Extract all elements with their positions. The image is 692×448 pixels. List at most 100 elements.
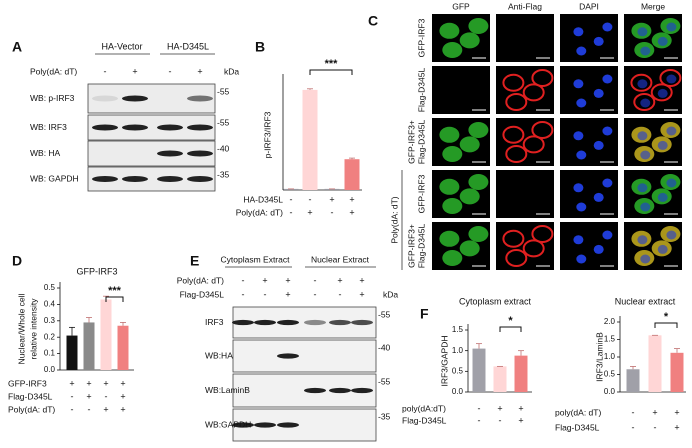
- group-label: HA-D345L: [167, 41, 209, 51]
- condition-label: GFP-IRF3: [8, 378, 47, 388]
- cell-gfp: [439, 22, 460, 39]
- y-tick-label: 0.0: [452, 387, 464, 396]
- condition-sign: +: [349, 194, 354, 204]
- nucleus: [666, 230, 677, 240]
- bar: [472, 348, 486, 392]
- blot-row-label: WB:GAPDH: [205, 419, 251, 429]
- nucleus: [602, 74, 613, 84]
- group-label: HA-Vector: [101, 41, 142, 51]
- y-axis-label: p-IRF3/IRF3: [262, 111, 272, 158]
- blot-band: [254, 422, 276, 428]
- condition-sign: -: [290, 194, 293, 204]
- nucleus: [573, 183, 584, 193]
- cell-flag: [505, 145, 528, 163]
- y-tick-label: 0.4: [44, 300, 56, 309]
- nucleus: [602, 126, 613, 136]
- blot-row-label: WB: p-IRF3: [30, 93, 75, 103]
- bar: [302, 89, 318, 190]
- kda-marker: -55: [217, 86, 230, 96]
- nucleus: [576, 98, 587, 108]
- row-label: Flag-D345L: [416, 224, 426, 269]
- nucleus: [666, 74, 677, 84]
- bar: [117, 325, 129, 370]
- nucleus: [666, 22, 677, 32]
- cell-gfp: [468, 226, 489, 242]
- blot-band: [187, 150, 213, 157]
- chart-title: Cytoplasm extract: [459, 296, 532, 306]
- blot-band: [277, 319, 299, 326]
- bar: [626, 369, 640, 392]
- blot-band: [277, 353, 299, 359]
- treatment-sign: -: [314, 289, 317, 299]
- cell-gfp: [442, 146, 463, 162]
- blot-membrane: [232, 339, 377, 373]
- condition-sign: +: [329, 194, 334, 204]
- treatment-label: Flag-D345L: [180, 289, 225, 299]
- condition-sign: +: [518, 415, 523, 425]
- error-bar: [69, 326, 75, 336]
- cell-flag: [505, 249, 528, 267]
- condition-sign: +: [307, 207, 312, 217]
- nucleus: [640, 254, 651, 264]
- error-bar: [476, 343, 482, 349]
- cell-flag: [522, 83, 545, 102]
- group-label: Nuclear Extract: [311, 254, 370, 264]
- nucleus: [657, 244, 668, 254]
- condition-label: Poly(dA: dT): [8, 404, 55, 414]
- bar: [66, 335, 78, 370]
- error-bar: [674, 348, 680, 353]
- cell-gfp: [459, 136, 480, 153]
- treatment-sign: -: [264, 289, 267, 299]
- nucleus: [657, 192, 668, 202]
- cell-gfp: [468, 122, 489, 138]
- row-label: GFP-IRF3+: [406, 120, 416, 164]
- blot-band: [187, 124, 213, 131]
- nucleus: [602, 22, 613, 32]
- error-bar: [86, 317, 92, 323]
- cell-gfp: [442, 250, 463, 266]
- nucleus: [657, 140, 668, 150]
- bar: [493, 366, 507, 392]
- condition-sign: +: [497, 403, 502, 413]
- column-header: GFP: [452, 1, 470, 11]
- kda-marker: -35: [217, 169, 230, 179]
- condition-sign: -: [478, 415, 481, 425]
- condition-sign: -: [88, 404, 91, 414]
- nucleus: [573, 131, 584, 141]
- error-bar: [630, 366, 636, 370]
- condition-sign: -: [309, 194, 312, 204]
- nucleus: [637, 235, 648, 245]
- nucleus: [593, 192, 604, 202]
- kda-marker: -40: [378, 342, 391, 352]
- blot-band: [304, 319, 326, 326]
- treatment-sign: -: [339, 289, 342, 299]
- column-header: Anti-Flag: [508, 1, 542, 11]
- cell-flag: [630, 73, 653, 92]
- condition-sign: -: [105, 391, 108, 401]
- nucleus: [602, 230, 613, 240]
- y-tick-label: 0.2: [44, 332, 56, 341]
- condition-sign: -: [632, 407, 635, 417]
- error-bar: [518, 350, 524, 356]
- y-axis-label: Nuclear/Whole cell: [16, 293, 26, 364]
- treatment-sign: -: [169, 66, 172, 76]
- condition-sign: -: [71, 404, 74, 414]
- condition-sign: +: [69, 378, 74, 388]
- cell-gfp: [459, 32, 480, 49]
- chart-title: Nuclear extract: [615, 296, 676, 306]
- panel-label: A: [12, 39, 22, 55]
- y-axis-label: IRF3/LaminB: [594, 332, 604, 382]
- micrograph: [560, 118, 618, 166]
- nucleus: [593, 140, 604, 150]
- cell-flag: [531, 225, 554, 243]
- blot-band: [157, 124, 183, 131]
- blot-row-label: WB: GAPDH: [30, 173, 79, 183]
- nucleus: [576, 46, 587, 56]
- y-tick-label: 1.0: [452, 346, 464, 355]
- micrograph: [560, 66, 618, 114]
- row-label: Flag-D345L: [416, 120, 426, 165]
- blot-band: [157, 150, 183, 157]
- blot-band: [92, 95, 118, 102]
